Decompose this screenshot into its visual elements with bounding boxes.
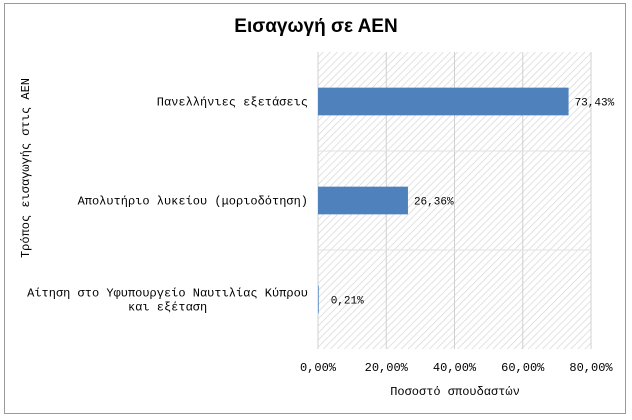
data-label: 0,21% [331,296,364,308]
category-label-line: Απολυτήριο λυκείου (μοριοδότηση) [78,195,308,209]
category-label-line: Πανελλήνιες εξετάσεις [157,96,308,110]
y-axis-label: Τρόπος εισαγωγής στις ΑΕΝ [19,77,33,259]
data-label: 73,43% [575,98,615,110]
category-label-line: Αίτηση στο Υφυπουργείο Ναυτιλίας Κύπρου [27,287,308,301]
category-label: Απολυτήριο λυκείου (μοριοδότηση) [78,195,308,209]
bar [318,186,408,215]
x-tick-label: 60,00% [501,361,545,375]
x-tick-label: 40,00% [433,361,477,375]
x-tick-label: 20,00% [365,361,409,375]
category-label: Πανελλήνιες εξετάσεις [157,96,308,110]
bar [318,285,319,314]
x-axis-label: Ποσοστό σπουδαστών [390,385,520,399]
data-label: 26,36% [414,197,454,209]
x-tick-label: 0,00% [300,361,337,375]
category-label: Αίτηση στο Υφυπουργείο Ναυτιλίας Κύπρου κ… [27,287,308,315]
x-tick-label: 80,00% [569,361,613,375]
bar [318,87,569,116]
category-label-line: και εξέταση [128,301,207,315]
chart-title: Εισαγωγή σε ΑΕΝ [234,16,398,37]
